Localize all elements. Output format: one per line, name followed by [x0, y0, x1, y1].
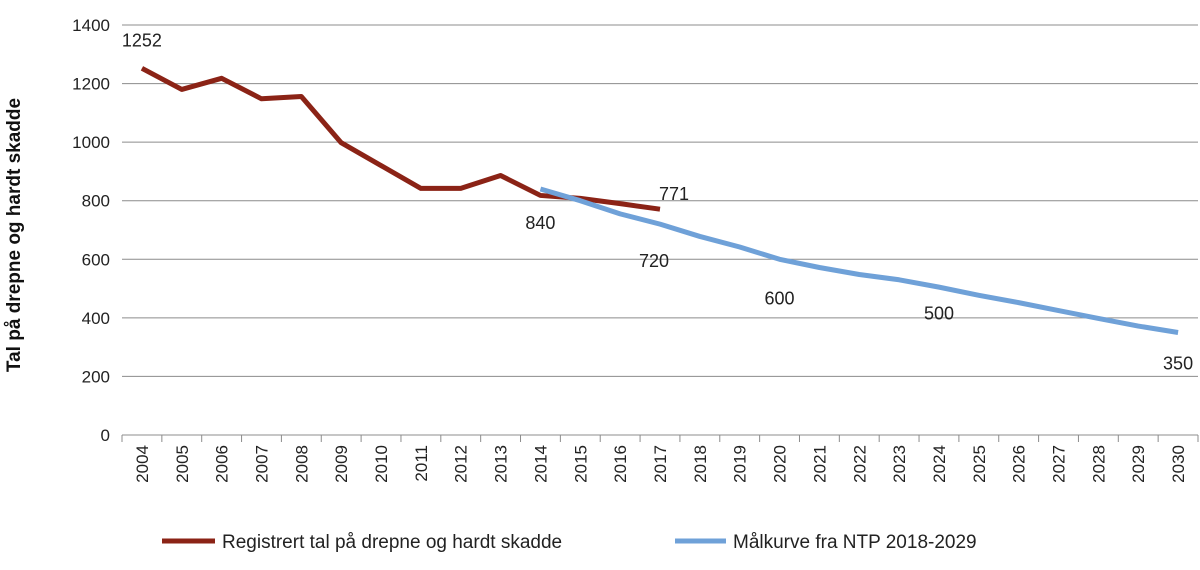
- x-tick-label-2013: 2013: [492, 445, 511, 483]
- x-tick-label-2004: 2004: [133, 445, 152, 483]
- x-tick-label-2016: 2016: [611, 445, 630, 483]
- y-tick-label-1000: 1000: [72, 133, 110, 152]
- y-tick-label-200: 200: [82, 367, 110, 386]
- x-tick-label-2011: 2011: [412, 445, 431, 482]
- x-tick-label-2027: 2027: [1050, 445, 1069, 483]
- series-line-2: [539, 186, 1179, 335]
- y-axis-label: Tal på drepne og hardt skadde: [4, 98, 25, 372]
- x-tick-label-2019: 2019: [731, 445, 750, 483]
- x-tick-label-2020: 2020: [771, 445, 790, 483]
- x-tick-label-2028: 2028: [1089, 445, 1108, 483]
- x-tick-label-2025: 2025: [970, 445, 989, 483]
- x-tick-label-2015: 2015: [571, 445, 590, 483]
- x-tick-label-2024: 2024: [930, 445, 949, 483]
- x-tick-label-2026: 2026: [1010, 445, 1029, 483]
- axes: 0 200 400 600 800 1000 1200 1400 2004 2005 2006 200…: [72, 16, 1199, 483]
- y-tick-label-1200: 1200: [72, 75, 110, 94]
- y-tick-label-1400: 1400: [72, 16, 110, 35]
- x-tick-label-2009: 2009: [332, 445, 351, 483]
- legend-label-1: Registrert tal på drepne og hardt skadde: [222, 532, 562, 553]
- legend: Registrert tal på drepne og hardt skadde…: [162, 532, 977, 553]
- data-label-771: 771: [659, 184, 689, 204]
- gridlines: [122, 24, 1198, 377]
- data-labels: 1252 771 840 720 600 500 350: [122, 30, 1193, 373]
- x-tick-label-2030: 2030: [1169, 445, 1188, 483]
- series: [140, 66, 1179, 335]
- y-tick-label-0: 0: [101, 426, 110, 445]
- data-label-350: 350: [1163, 354, 1193, 374]
- series-line-1: [140, 66, 661, 212]
- x-tick-label-2005: 2005: [173, 445, 192, 483]
- y-tick-label-800: 800: [82, 192, 110, 211]
- x-tick-label-2006: 2006: [213, 445, 232, 483]
- x-tick-label-2017: 2017: [651, 445, 670, 483]
- x-tick-label-2010: 2010: [372, 445, 391, 483]
- x-tick-label-2023: 2023: [890, 445, 909, 483]
- legend-label-2: Målkurve fra NTP 2018-2029: [733, 532, 977, 553]
- x-tick-label-2029: 2029: [1129, 445, 1148, 483]
- data-label-500: 500: [924, 304, 954, 324]
- x-tick-label-2014: 2014: [531, 445, 550, 483]
- data-label-840: 840: [525, 213, 555, 233]
- x-tick-label-2022: 2022: [850, 445, 869, 483]
- x-tick-label-2007: 2007: [252, 445, 271, 483]
- y-tick-label-600: 600: [82, 250, 110, 269]
- data-label-1252: 1252: [122, 30, 162, 50]
- y-tick-label-400: 400: [82, 309, 110, 328]
- x-tick-label-2021: 2021: [810, 445, 829, 483]
- x-tick-label-2008: 2008: [292, 445, 311, 483]
- x-tick-label-2018: 2018: [691, 445, 710, 483]
- data-label-720: 720: [639, 251, 669, 271]
- data-label-600: 600: [765, 288, 795, 308]
- x-tick-label-2012: 2012: [452, 445, 471, 483]
